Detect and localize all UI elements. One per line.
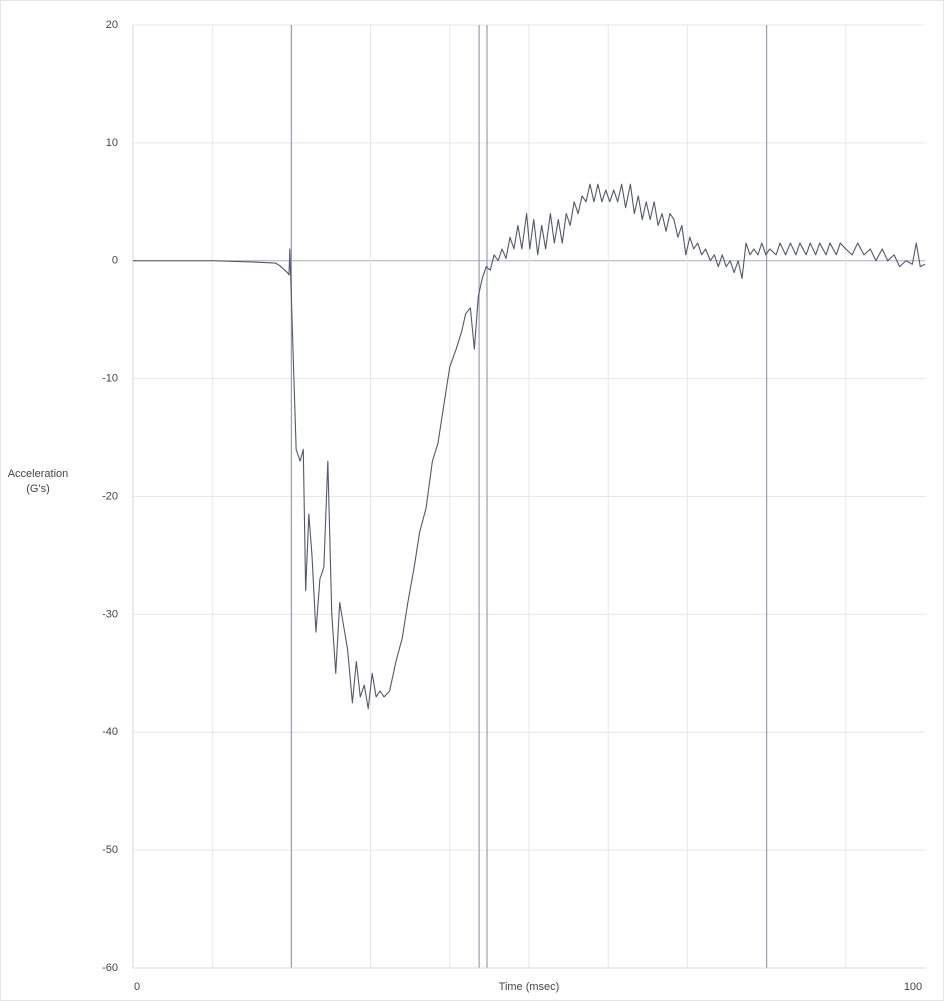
- x-tick-label: 100: [904, 981, 922, 993]
- y-tick-label: 0: [112, 255, 118, 267]
- y-tick-label: -40: [102, 726, 118, 738]
- y-tick-label: 10: [106, 137, 118, 149]
- y-tick-label: -60: [102, 962, 118, 974]
- data-line: [133, 183, 926, 710]
- y-tick-label: -30: [102, 608, 118, 620]
- x-tick-label: 0: [134, 981, 140, 993]
- y-tick-label: 20: [106, 19, 118, 31]
- y-tick-label: -50: [102, 844, 118, 856]
- y-axis-label: Acceleration: [8, 468, 69, 480]
- y-tick-label: -20: [102, 490, 118, 502]
- x-axis-label: Time (msec): [499, 981, 560, 993]
- y-tick-label: -10: [102, 373, 118, 385]
- y-axis-label: (G's): [26, 483, 49, 495]
